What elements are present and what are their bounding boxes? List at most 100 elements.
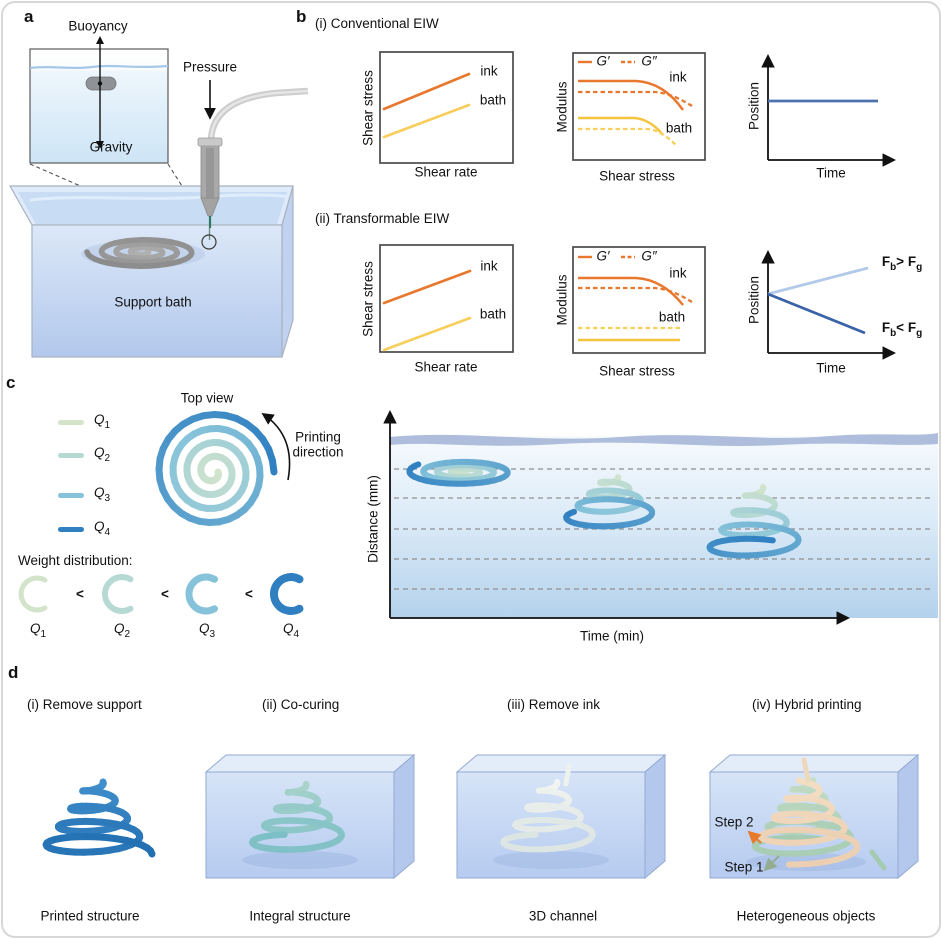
- position-ii-xlabel: Time: [816, 360, 846, 376]
- cube-remove-ink: [455, 753, 667, 880]
- section-i-title: (i) Conventional EIW: [315, 16, 439, 31]
- hybrid-spiral-peach: [758, 777, 861, 868]
- weight-q2: Q2: [113, 621, 131, 640]
- top-view-spiral: [155, 411, 278, 526]
- top-view-label: Top view: [180, 390, 234, 406]
- panel-c-plot: [383, 409, 938, 625]
- modulus-i-ylabel: Modulus: [554, 81, 570, 133]
- d-title-ii: (ii) Co-curing: [262, 697, 340, 712]
- swatch-q2: [58, 452, 84, 458]
- legend-q4: Q4: [93, 519, 111, 538]
- arc-q4: [270, 573, 304, 615]
- flow-ii-ink-label: ink: [480, 258, 498, 274]
- modulus-ii-ylabel: Modulus: [554, 274, 570, 326]
- step1-label: Step 1: [724, 859, 764, 875]
- modulus-i-bath-label: bath: [665, 120, 693, 136]
- panel-c-left: [18, 411, 304, 615]
- spiral-snapshot-1: [406, 458, 511, 487]
- air-tube: [207, 87, 309, 143]
- flow-ii-ylabel: Shear stress: [360, 261, 376, 337]
- pressure-label: Pressure: [182, 59, 238, 75]
- modulus-i-ink-label: ink: [669, 69, 687, 85]
- flow-i-ink-label: ink: [480, 63, 498, 79]
- d-caption-ii: Integral structure: [249, 908, 351, 924]
- panel-b-ii-charts: [379, 244, 897, 360]
- printing-direction-line2: direction: [292, 444, 344, 460]
- flow-i-xlabel: Shear rate: [414, 164, 478, 180]
- arc-q1: [18, 575, 48, 613]
- position-i-xlabel: Time: [816, 165, 846, 181]
- flow-i-bath-label: bath: [479, 92, 507, 108]
- integral-structure-spiral: [249, 780, 345, 853]
- legend-g-prime-i: G′: [596, 53, 610, 69]
- d-title-iii: (iii) Remove ink: [507, 697, 601, 712]
- position-ii-ylabel: Position: [746, 275, 762, 325]
- flow-ii-xlabel: Shear rate: [414, 359, 478, 375]
- panel-label-a: a: [24, 7, 34, 26]
- support-bath-label: Support bath: [114, 294, 192, 310]
- flow-i-ylabel: Shear stress: [360, 70, 376, 146]
- arc-q3: [185, 573, 218, 615]
- fb-greater-fg-label: Fb> Fg: [881, 254, 923, 273]
- fb-less-fg-label: Fb< Fg: [881, 320, 923, 339]
- legend-g-double-ii: G″: [641, 248, 657, 264]
- syringe: [197, 80, 309, 250]
- legend-q1: Q1: [93, 412, 111, 431]
- printing-direction-arrow: [261, 413, 291, 481]
- force-inset: [29, 36, 169, 164]
- d-title-iv: (iv) Hybrid printing: [752, 697, 862, 712]
- modulus-i-xlabel: Shear stress: [599, 168, 675, 184]
- modulus-ii-ink-label: ink: [669, 265, 687, 281]
- cube-cocuring: [204, 753, 416, 880]
- panel-a-illustration: [8, 36, 309, 358]
- magnifier-circle: [201, 234, 217, 250]
- modulus-ii-bath-label: bath: [658, 309, 686, 325]
- d-caption-i: Printed structure: [40, 908, 140, 924]
- section-ii-title: (ii) Transformable EIW: [315, 211, 450, 226]
- panel-label-d: d: [8, 663, 19, 682]
- spiral-snapshot-3: [706, 484, 802, 559]
- weight-q1: Q1: [29, 621, 47, 640]
- weight-q4: Q4: [282, 621, 300, 640]
- modulus-ii-xlabel: Shear stress: [599, 363, 675, 379]
- legend-g-double-i: G″: [641, 53, 657, 69]
- less-than-2: <: [161, 586, 169, 602]
- d-title-i: (i) Remove support: [27, 697, 142, 712]
- swatch-q4: [58, 526, 84, 532]
- panel-b-i-charts: [379, 51, 897, 167]
- d-caption-iii: 3D channel: [528, 908, 598, 924]
- less-than-1: <: [76, 586, 84, 602]
- d-caption-iv: Heterogeneous objects: [736, 908, 876, 924]
- 3d-channel-spiral: [500, 779, 596, 853]
- printing-direction-line1: Printing: [295, 429, 341, 445]
- legend-q2: Q2: [93, 445, 111, 464]
- printed-spiral-gray: [84, 237, 195, 269]
- buoyancy-label: Buoyancy: [68, 18, 128, 34]
- step2-label: Step 2: [714, 814, 754, 830]
- step1-arrow: [763, 855, 780, 872]
- support-bath-box: [8, 185, 294, 358]
- panel-d-illustrations: [42, 753, 920, 880]
- legend-q3: Q3: [93, 485, 111, 504]
- weight-distribution-label: Weight distribution:: [18, 553, 133, 568]
- bath-surface-wave: [390, 433, 938, 446]
- time-axis-label: Time (min): [580, 628, 644, 644]
- weight-q3: Q3: [198, 621, 216, 640]
- swatch-q1: [58, 419, 84, 425]
- printed-structure-spiral: [42, 778, 156, 858]
- position-i-ylabel: Position: [746, 81, 762, 131]
- spiral-snapshot-2: [563, 474, 656, 530]
- panel-label-b: b: [296, 7, 307, 26]
- sinking-line: [767, 292, 866, 335]
- gravity-label: Gravity: [89, 139, 133, 155]
- legend-g-prime-ii: G′: [596, 248, 610, 264]
- distance-axis-label: Distance (mm): [365, 475, 381, 563]
- arc-q2: [102, 574, 134, 614]
- step2-arrow: [747, 830, 762, 845]
- less-than-3: <: [245, 586, 253, 602]
- floating-line: [767, 266, 869, 296]
- panel-label-c: c: [6, 373, 16, 392]
- flow-ii-bath-label: bath: [479, 306, 507, 322]
